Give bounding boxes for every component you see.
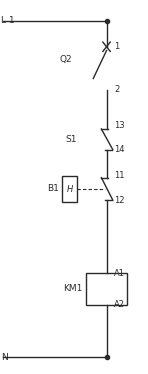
Text: B1: B1 xyxy=(47,184,59,193)
Text: A2: A2 xyxy=(114,300,125,309)
Text: $\mathit{H}$: $\mathit{H}$ xyxy=(66,183,74,194)
Bar xyxy=(62,176,77,202)
Text: N: N xyxy=(1,353,8,362)
Text: A1: A1 xyxy=(114,269,125,278)
Bar xyxy=(86,273,127,305)
Text: 11: 11 xyxy=(114,171,124,180)
Text: S1: S1 xyxy=(65,135,77,144)
Text: 14: 14 xyxy=(114,145,124,154)
Text: 1: 1 xyxy=(114,42,119,51)
Text: KM1: KM1 xyxy=(63,284,83,294)
Text: Q2: Q2 xyxy=(59,55,72,64)
Text: L 1: L 1 xyxy=(1,16,15,25)
Text: 13: 13 xyxy=(114,121,125,130)
Text: 2: 2 xyxy=(114,85,119,94)
Text: 12: 12 xyxy=(114,196,124,205)
